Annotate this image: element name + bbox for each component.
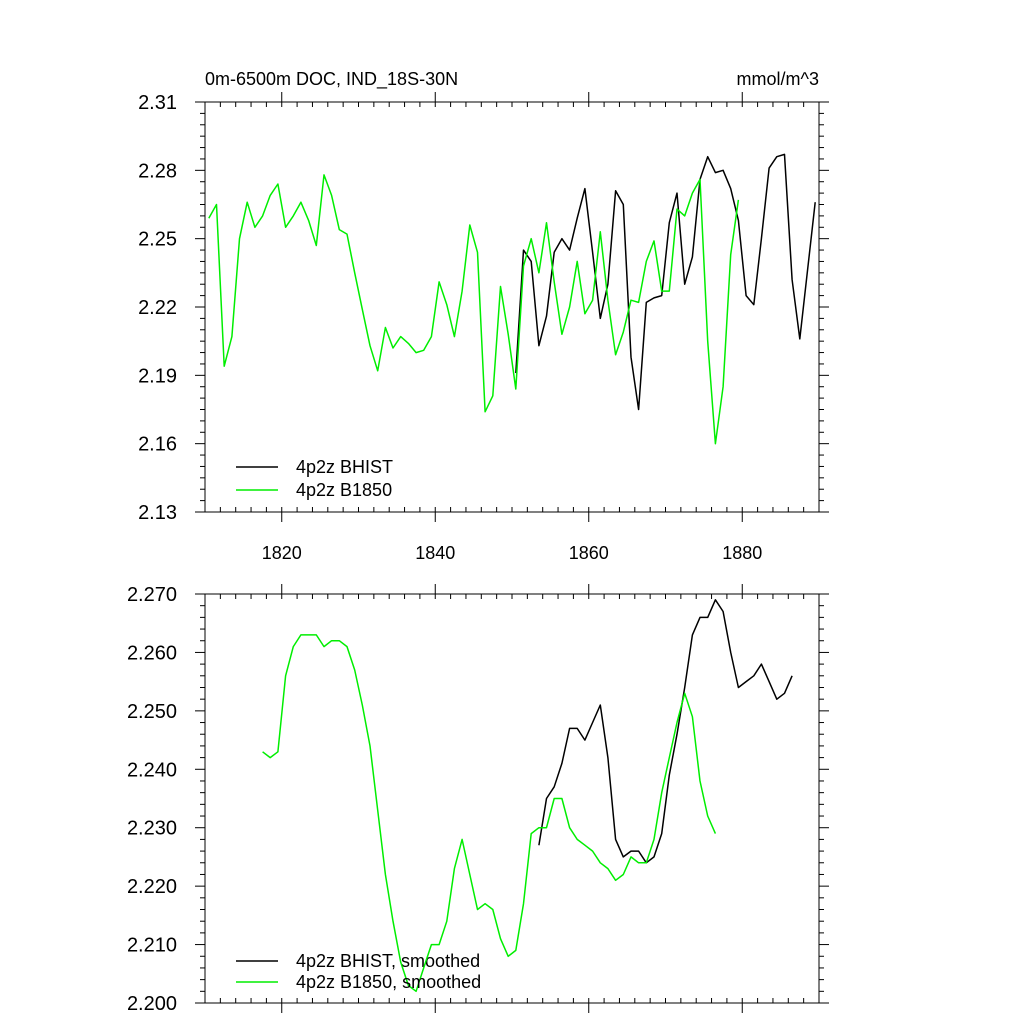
y-tick-label: 2.220 [127, 876, 177, 898]
x-tick-label: 1820 [262, 543, 302, 563]
series-line-bhist [515, 153, 816, 411]
legend-label: 4p2z BHIST, smoothed [296, 951, 480, 971]
x-tick-label: 1860 [569, 543, 609, 563]
legend-label: 4p2z B1850, smoothed [296, 972, 481, 992]
y-tick-label: 2.200 [127, 993, 177, 1015]
y-tick-label: 2.230 [127, 818, 177, 840]
top-chart-panel: 1820 1840 1860 1880 2.13 2.16 2.19 2.22 2.25 2.28… [138, 69, 829, 563]
y-tick-label: 2.240 [127, 759, 177, 781]
y-tick-label: 2.19 [138, 365, 177, 387]
x-tick-label: 1840 [415, 543, 455, 563]
units-label: mmol/m^3 [737, 69, 819, 89]
series-line-b1850 [262, 634, 717, 993]
y-tick-label: 2.270 [127, 584, 177, 606]
y-tick-label: 2.22 [138, 297, 177, 319]
x-tick-label: 1880 [722, 543, 762, 563]
series-line-b1850 [208, 174, 740, 445]
legend-label: 4p2z B1850 [296, 480, 392, 500]
y-tick-label: 2.250 [127, 701, 177, 723]
bottom-chart-panel: 2.200 2.210 2.220 2.230 2.240 2.250 2.260 2.270… [127, 584, 829, 1015]
y-tick-label: 2.13 [138, 502, 177, 524]
y-tick-label: 2.28 [138, 160, 177, 182]
plot-frame [204, 101, 820, 513]
legend-label: 4p2z BHIST [296, 457, 393, 477]
y-tick-label: 2.25 [138, 229, 177, 251]
y-tick-label: 2.16 [138, 434, 177, 456]
chart-title: 0m-6500m DOC, IND_18S-30N [205, 69, 458, 90]
plot-frame [204, 593, 820, 1004]
y-tick-label: 2.260 [127, 642, 177, 664]
y-tick-label: 2.31 [138, 92, 177, 114]
y-tick-label: 2.210 [127, 935, 177, 957]
series-line-bhist [538, 599, 793, 864]
